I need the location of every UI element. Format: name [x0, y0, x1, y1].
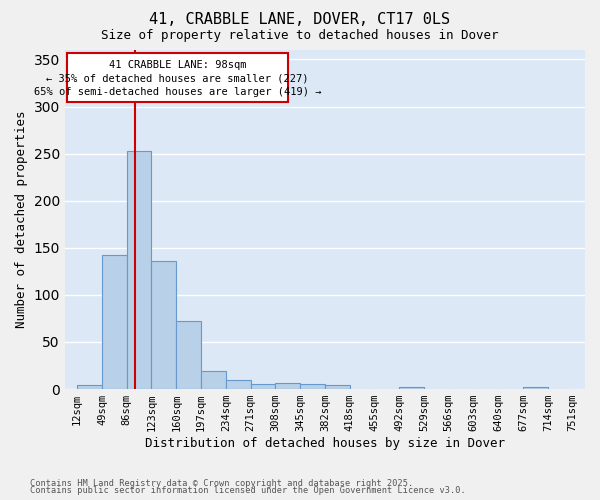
- Y-axis label: Number of detached properties: Number of detached properties: [15, 111, 28, 328]
- Bar: [226, 380, 251, 389]
- Bar: [275, 384, 300, 389]
- Text: Contains public sector information licensed under the Open Government Licence v3: Contains public sector information licen…: [30, 486, 466, 495]
- Bar: [127, 151, 151, 389]
- Bar: [176, 322, 201, 389]
- X-axis label: Distribution of detached houses by size in Dover: Distribution of detached houses by size …: [145, 437, 505, 450]
- Text: 41 CRABBLE LANE: 98sqm: 41 CRABBLE LANE: 98sqm: [109, 60, 246, 70]
- Bar: [399, 387, 424, 389]
- Bar: [201, 371, 226, 389]
- Bar: [300, 384, 325, 389]
- Bar: [102, 256, 127, 389]
- Bar: [77, 386, 102, 389]
- Bar: [151, 261, 176, 389]
- Text: 41, CRABBLE LANE, DOVER, CT17 0LS: 41, CRABBLE LANE, DOVER, CT17 0LS: [149, 12, 451, 28]
- Bar: [325, 386, 350, 389]
- Bar: [523, 387, 548, 389]
- FancyBboxPatch shape: [67, 53, 288, 102]
- Text: Size of property relative to detached houses in Dover: Size of property relative to detached ho…: [101, 29, 499, 42]
- Text: 65% of semi-detached houses are larger (419) →: 65% of semi-detached houses are larger (…: [34, 86, 321, 97]
- Bar: [251, 384, 275, 389]
- Text: ← 35% of detached houses are smaller (227): ← 35% of detached houses are smaller (22…: [46, 74, 309, 84]
- Text: Contains HM Land Registry data © Crown copyright and database right 2025.: Contains HM Land Registry data © Crown c…: [30, 478, 413, 488]
